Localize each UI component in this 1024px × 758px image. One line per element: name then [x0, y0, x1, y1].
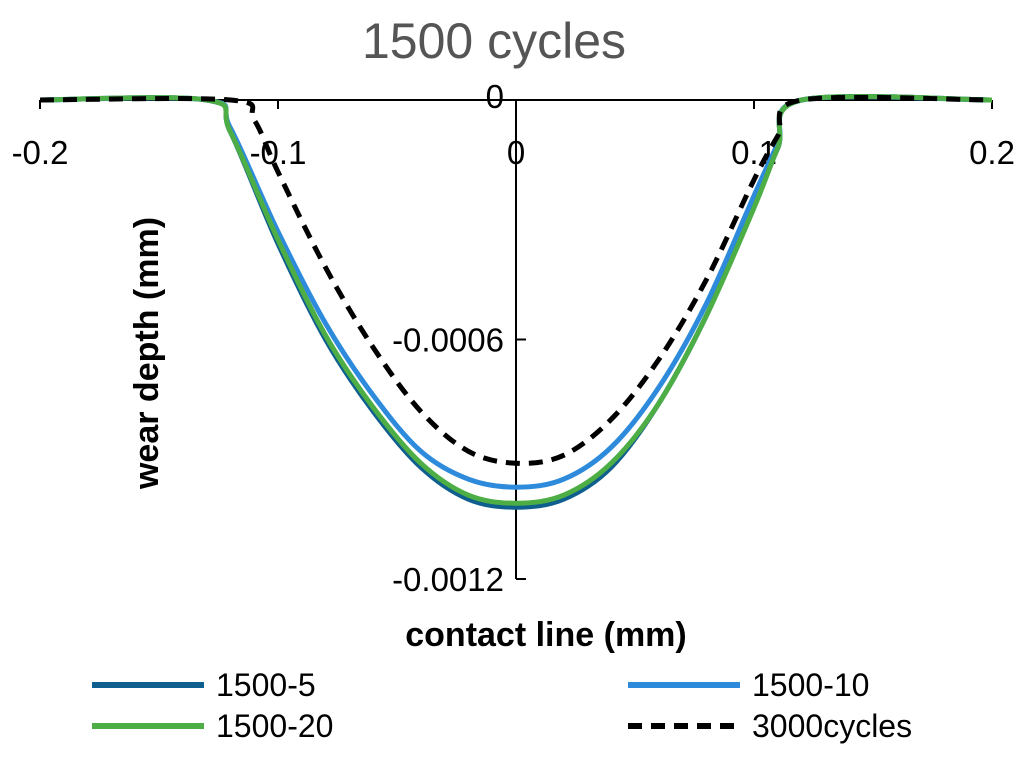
plot-area	[39, 93, 993, 510]
axes: -0.2 -0.1 0 0.1 0.20-0.0006-0.0012	[12, 78, 1015, 598]
series-line-1500-20	[39, 93, 993, 506]
legend: 1500-5 1500-10 1500-20 3000cycles	[92, 667, 912, 744]
legend-label: 3000cycles	[752, 708, 912, 744]
y-tick-label: 0	[486, 78, 504, 115]
chart-title: 1500 cycles	[362, 13, 626, 69]
y-tick-label: -0.0012	[392, 561, 504, 598]
x-tick-label: 0.2	[969, 134, 1015, 171]
y-axis-label: wear depth (mm)	[128, 217, 166, 490]
y-tick-label: -0.0006	[392, 322, 504, 359]
x-axis-label: contact line (mm)	[405, 616, 686, 654]
x-tick-label: -0.2	[12, 134, 69, 171]
x-tick-label: -0.1	[250, 134, 307, 171]
x-tick-label: 0	[507, 134, 525, 171]
series-line-3000cycles	[39, 94, 993, 466]
legend-label: 1500-5	[216, 667, 316, 703]
legend-label: 1500-20	[216, 708, 333, 744]
legend-label: 1500-10	[752, 667, 869, 703]
